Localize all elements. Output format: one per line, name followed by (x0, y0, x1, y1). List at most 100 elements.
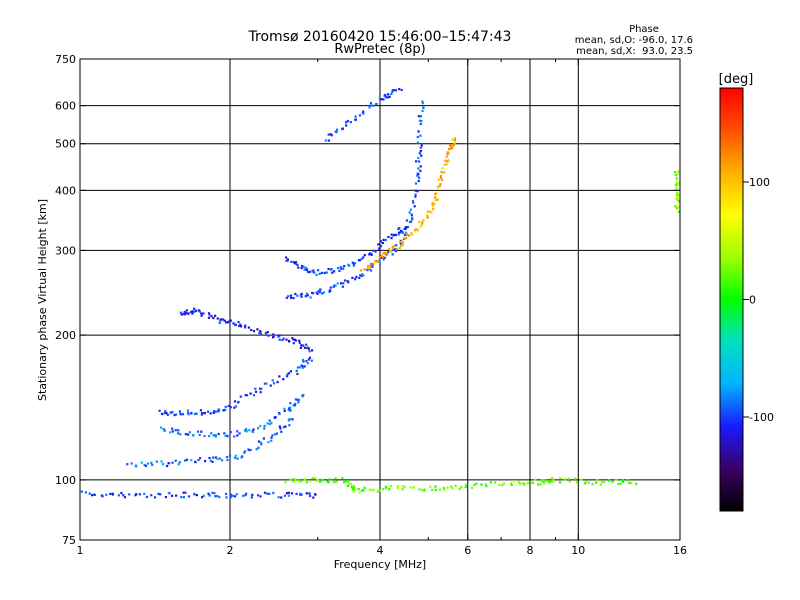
data-point (302, 265, 305, 268)
data-point (414, 193, 417, 196)
data-point (675, 207, 679, 210)
data-point (417, 160, 421, 163)
data-point (329, 268, 333, 271)
data-point (227, 404, 230, 408)
data-point (675, 187, 678, 190)
data-point (300, 295, 303, 298)
data-point (219, 318, 222, 321)
data-point (292, 404, 295, 407)
data-point (211, 491, 214, 494)
data-point (209, 459, 212, 462)
data-point (224, 434, 227, 437)
data-point (218, 408, 221, 411)
data-point (397, 233, 400, 236)
y-tick-label: 400 (55, 184, 76, 197)
data-point (416, 229, 419, 232)
data-point (421, 109, 424, 112)
data-point (161, 463, 165, 466)
data-point (534, 478, 537, 481)
data-point (252, 430, 255, 433)
data-point (397, 231, 401, 234)
data-point (358, 491, 361, 494)
data-point (202, 412, 205, 415)
data-point (341, 127, 344, 130)
data-point (245, 427, 248, 431)
data-point (596, 479, 599, 482)
data-point (195, 309, 198, 312)
data-point (214, 495, 217, 498)
data-point (186, 409, 189, 412)
data-point (395, 244, 398, 247)
data-point (248, 429, 251, 432)
data-point (319, 288, 322, 291)
data-point (340, 267, 343, 270)
data-point (304, 266, 307, 269)
data-point (245, 430, 248, 433)
data-point (224, 492, 228, 495)
data-point (374, 260, 377, 263)
data-point (266, 492, 269, 495)
data-point (290, 260, 293, 263)
data-point (259, 387, 262, 390)
data-point (292, 338, 295, 341)
data-point (391, 233, 394, 236)
data-point (286, 373, 289, 376)
data-point (453, 141, 456, 145)
data-point (315, 291, 318, 294)
data-point (354, 118, 357, 121)
data-point (421, 489, 424, 492)
y-tick-label: 75 (62, 534, 76, 547)
data-point (369, 102, 373, 105)
data-point (338, 269, 341, 272)
data-point (543, 479, 546, 482)
data-point (199, 409, 202, 412)
data-point (272, 336, 275, 339)
data-point (92, 493, 95, 496)
data-point (575, 481, 578, 484)
data-point (263, 382, 266, 385)
data-point (171, 494, 174, 497)
data-point (334, 130, 337, 133)
colorbar-tick-label: 0 (749, 294, 756, 307)
data-point (126, 463, 129, 466)
data-point (307, 347, 310, 350)
data-point (440, 170, 443, 174)
data-point (255, 448, 258, 451)
data-point (308, 480, 312, 483)
data-point (111, 493, 114, 496)
data-point (398, 88, 401, 91)
data-point (244, 324, 247, 327)
data-point (451, 487, 454, 490)
data-point (342, 282, 345, 285)
data-point (402, 231, 405, 235)
data-point (526, 482, 529, 485)
data-point (296, 372, 299, 376)
data-point (329, 286, 332, 289)
data-point (403, 485, 406, 488)
data-point (426, 216, 429, 219)
data-point (362, 489, 365, 492)
data-point (229, 493, 232, 496)
data-point (214, 456, 218, 459)
data-point (293, 404, 297, 407)
data-point (676, 197, 679, 200)
y-axis: 75 100 200 300 400 500 600 750 (55, 53, 680, 547)
data-point (257, 440, 260, 443)
data-point (430, 211, 433, 214)
data-point (171, 430, 174, 433)
data-point (203, 435, 206, 438)
data-point (263, 424, 266, 427)
data-point (301, 358, 304, 361)
data-point (403, 227, 406, 231)
data-point (217, 410, 220, 413)
data-point (214, 410, 217, 413)
y-axis-label: Stationary phase Virtual Height [km] (36, 199, 49, 401)
data-point (552, 480, 555, 483)
data-point (352, 488, 355, 491)
data-point (325, 271, 328, 274)
data-point (591, 483, 594, 486)
data-point (405, 231, 408, 234)
data-point (550, 480, 553, 483)
data-point (248, 449, 251, 452)
data-point (282, 426, 285, 429)
